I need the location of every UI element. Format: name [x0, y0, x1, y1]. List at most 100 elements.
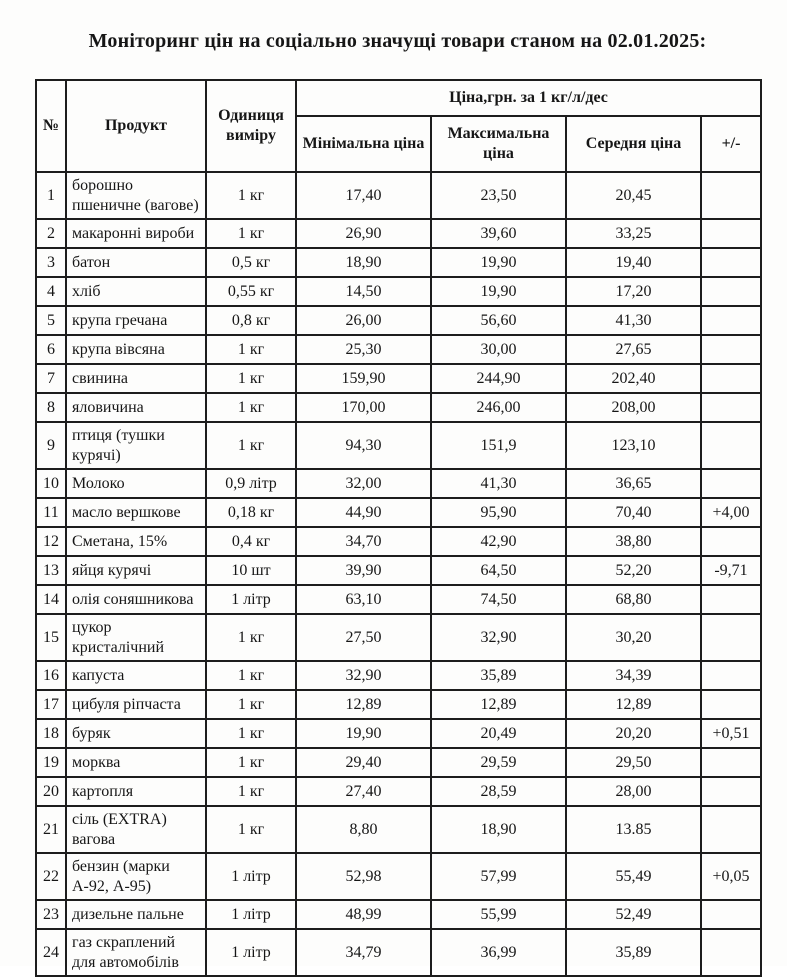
cell-max-price: 55,99 [430, 899, 567, 931]
cell-delta: +0,51 [699, 718, 763, 750]
cell-min-price: 34,79 [295, 928, 432, 977]
cell-number: 24 [35, 928, 67, 977]
column-header-delta: +/- [699, 115, 763, 173]
cell-max-price: 244,90 [430, 363, 567, 395]
cell-unit: 1 кг [205, 776, 297, 808]
cell-avg-price: 28,00 [565, 776, 702, 808]
cell-product: буряк [65, 718, 207, 750]
cell-delta [699, 305, 763, 337]
cell-max-price: 19,90 [430, 276, 567, 308]
table-row: 6 крупа вівсяна 1 кг 25,30 30,00 27,65 [35, 334, 763, 366]
header-row-group: № Продукт Одиниця виміру Ціна,грн. за 1 … [35, 79, 763, 173]
cell-avg-price: 34,39 [565, 660, 702, 692]
cell-min-price: 94,30 [295, 421, 432, 471]
table-row: 1 борошно пшеничне (вагове) 1 кг 17,40 23,50… [35, 170, 763, 221]
cell-avg-price: 52,49 [565, 899, 702, 931]
cell-product: свинина [65, 363, 207, 395]
cell-avg-price: 27,65 [565, 334, 702, 366]
table-row: 14 олія соняшникова 1 літр 63,10 74,50 68,80 [35, 584, 763, 616]
table-row: 17 цибуля ріпчаста 1 кг 12,89 12,89 12,89 [35, 689, 763, 721]
cell-delta [699, 334, 763, 366]
cell-delta: +4,00 [699, 497, 763, 529]
cell-max-price: 39,60 [430, 218, 567, 250]
cell-delta [699, 363, 763, 395]
cell-avg-price: 208,00 [565, 392, 702, 424]
table-row: 24 газ скраплений для автомобілів 1 літр 34… [35, 928, 763, 977]
cell-avg-price: 17,20 [565, 276, 702, 308]
cell-min-price: 26,00 [295, 305, 432, 337]
cell-min-price: 25,30 [295, 334, 432, 366]
cell-delta [699, 689, 763, 721]
cell-unit: 0,5 кг [205, 247, 297, 279]
cell-avg-price: 19,40 [565, 247, 702, 279]
table-row: 20 картопля 1 кг 27,40 28,59 28,00 [35, 776, 763, 808]
cell-number: 23 [35, 899, 67, 931]
cell-unit: 1 літр [205, 928, 297, 977]
cell-number: 5 [35, 305, 67, 337]
cell-max-price: 74,50 [430, 584, 567, 616]
cell-min-price: 29,40 [295, 747, 432, 779]
table-header: № Продукт Одиниця виміру Ціна,грн. за 1 … [35, 79, 763, 173]
cell-avg-price: 70,40 [565, 497, 702, 529]
cell-avg-price: 123,10 [565, 421, 702, 471]
cell-delta [699, 468, 763, 500]
cell-max-price: 32,90 [430, 613, 567, 663]
cell-product: морква [65, 747, 207, 779]
cell-min-price: 27,50 [295, 613, 432, 663]
cell-delta [699, 218, 763, 250]
cell-product: цибуля ріпчаста [65, 689, 207, 721]
cell-unit: 1 кг [205, 334, 297, 366]
table-row: 21 сіль (EXTRA) вагова 1 кг 8,80 18,90 13.85 [35, 805, 763, 855]
table-row: 10 Молоко 0,9 літр 32,00 41,30 36,65 [35, 468, 763, 500]
cell-number: 22 [35, 852, 67, 902]
cell-min-price: 18,90 [295, 247, 432, 279]
cell-delta [699, 276, 763, 308]
cell-product: олія соняшникова [65, 584, 207, 616]
cell-delta [699, 170, 763, 221]
cell-number: 4 [35, 276, 67, 308]
cell-unit: 1 кг [205, 689, 297, 721]
cell-delta [699, 776, 763, 808]
table-row: 15 цукор кристалічний 1 кг 27,50 32,90 30,20 [35, 613, 763, 663]
cell-avg-price: 38,80 [565, 526, 702, 558]
cell-product: цукор кристалічний [65, 613, 207, 663]
cell-number: 2 [35, 218, 67, 250]
cell-avg-price: 20,20 [565, 718, 702, 750]
document-title: Моніторинг цін на соціально значущі това… [88, 30, 707, 52]
cell-number: 10 [35, 468, 67, 500]
cell-unit: 1 літр [205, 584, 297, 616]
cell-min-price: 27,40 [295, 776, 432, 808]
cell-unit: 0,18 кг [205, 497, 297, 529]
cell-max-price: 151,9 [430, 421, 567, 471]
table-row: 3 батон 0,5 кг 18,90 19,90 19,40 [35, 247, 763, 279]
table-row: 12 Сметана, 15% 0,4 кг 34,70 42,90 38,80 [35, 526, 763, 558]
table-row: 7 свинина 1 кг 159,90 244,90 202,40 [35, 363, 763, 395]
cell-product: яловичина [65, 392, 207, 424]
cell-product: яйця курячі [65, 555, 207, 587]
cell-product: батон [65, 247, 207, 279]
cell-unit: 10 шт [205, 555, 297, 587]
cell-delta [699, 247, 763, 279]
cell-min-price: 19,90 [295, 718, 432, 750]
cell-max-price: 35,89 [430, 660, 567, 692]
cell-min-price: 159,90 [295, 363, 432, 395]
cell-max-price: 57,99 [430, 852, 567, 902]
cell-product: масло вершкове [65, 497, 207, 529]
table-row: 8 яловичина 1 кг 170,00 246,00 208,00 [35, 392, 763, 424]
cell-delta [699, 928, 763, 977]
table-row: 4 хліб 0,55 кг 14,50 19,90 17,20 [35, 276, 763, 308]
cell-number: 7 [35, 363, 67, 395]
cell-avg-price: 202,40 [565, 363, 702, 395]
cell-unit: 1 кг [205, 660, 297, 692]
cell-avg-price: 41,30 [565, 305, 702, 337]
table-row: 5 крупа гречана 0,8 кг 26,00 56,60 41,30 [35, 305, 763, 337]
table-row: 16 капуста 1 кг 32,90 35,89 34,39 [35, 660, 763, 692]
cell-number: 6 [35, 334, 67, 366]
cell-number: 17 [35, 689, 67, 721]
cell-unit: 0,55 кг [205, 276, 297, 308]
cell-number: 19 [35, 747, 67, 779]
cell-product: крупа вівсяна [65, 334, 207, 366]
cell-unit: 1 кг [205, 170, 297, 221]
cell-product: борошно пшеничне (вагове) [65, 170, 207, 221]
cell-unit: 0,8 кг [205, 305, 297, 337]
